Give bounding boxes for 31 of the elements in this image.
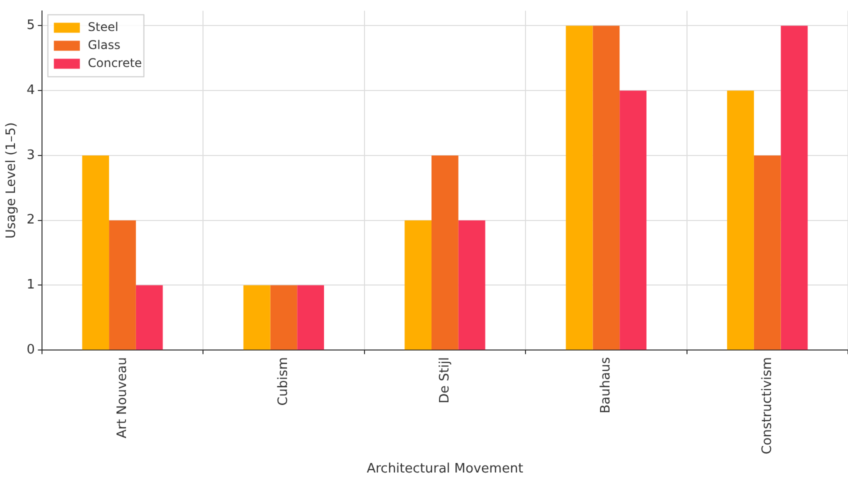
- bar: [270, 285, 298, 350]
- bar: [566, 26, 593, 350]
- y-tick-label: 3: [26, 148, 35, 163]
- bar: [780, 26, 808, 350]
- x-tick-label: De Stijl: [437, 357, 452, 404]
- bar: [243, 285, 270, 350]
- x-tick-label: Constructivism: [760, 357, 775, 454]
- y-tick-label: 5: [26, 18, 35, 34]
- bar: [620, 90, 646, 350]
- bar: [432, 155, 458, 350]
- x-axis-title: Architectural Movement: [366, 462, 524, 477]
- bar: [727, 90, 754, 350]
- y-tick-label: 1: [26, 278, 35, 293]
- y-axis-title: Usage Level (1–5): [4, 122, 20, 239]
- bar: [458, 220, 486, 350]
- bar: [136, 285, 163, 350]
- legend-label: Glass: [88, 38, 120, 52]
- bar: [404, 220, 432, 350]
- y-tick-label: 2: [26, 212, 35, 228]
- bar: [109, 220, 136, 350]
- x-tick-label: Art Nouveau: [114, 357, 130, 438]
- bar: [592, 26, 620, 350]
- y-tick-label: 4: [26, 82, 35, 98]
- legend-label: Steel: [88, 20, 118, 34]
- x-tick-label: Cubism: [276, 357, 292, 406]
- legend-label: Concrete: [88, 56, 142, 70]
- y-tick-label: 0: [26, 342, 35, 358]
- bar: [82, 155, 110, 350]
- x-tick-label: Bauhaus: [598, 356, 614, 414]
- bar: [754, 155, 781, 350]
- bar: [297, 285, 324, 350]
